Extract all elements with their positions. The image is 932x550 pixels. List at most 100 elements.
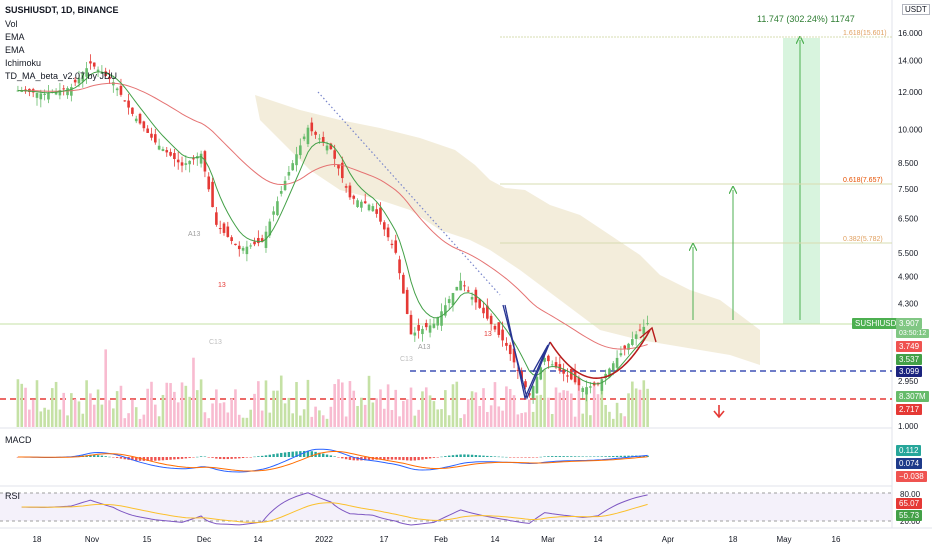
macd-hist-bar <box>459 454 462 457</box>
macd-hist-bar <box>154 457 157 461</box>
macd-hist-bar <box>604 456 607 457</box>
candle-body <box>257 237 260 244</box>
indicator-legend[interactable]: Ichimoku <box>5 58 42 68</box>
indicator-legend[interactable]: TD_MA_beta_v2.07 by JDU <box>5 71 118 81</box>
macd-hist-bar <box>615 455 619 457</box>
volume-bar <box>341 382 344 427</box>
candle-body <box>398 259 401 274</box>
macd-hist-bar <box>161 457 165 461</box>
volume-bar <box>321 415 325 427</box>
time-axis[interactable]: 18 Nov 15 Dec 14 2022 17 Feb 14 Mar 14 Apr 18 May 16 <box>33 535 841 544</box>
price-axis[interactable]: 16.000 14.000 12.000 10.000 8.500 7.500 6.500 5… <box>898 29 923 431</box>
macd-hist-bar <box>295 451 298 457</box>
candle-body <box>631 339 634 345</box>
volume-bar <box>493 382 497 427</box>
candle-body <box>382 222 386 230</box>
macd-hist-bar <box>600 456 604 457</box>
candle-body <box>528 393 531 396</box>
volume-bar <box>402 400 405 427</box>
candle-body <box>165 150 169 153</box>
macd-hist-bar <box>612 456 615 457</box>
volume-bar <box>356 405 359 427</box>
macd-hist-bar <box>394 457 397 460</box>
symbol-legend[interactable]: SUSHIUSDT, 1D, BINANCE <box>5 5 119 15</box>
candle-body <box>241 247 245 251</box>
candle-body <box>226 226 230 237</box>
volume-bar <box>62 392 66 427</box>
volume-bar <box>104 349 107 427</box>
macd-hist-bar <box>131 457 134 461</box>
macd-hist-bar <box>344 457 348 460</box>
volume-bar <box>28 409 31 427</box>
macd-hist-bar <box>367 457 371 461</box>
macd-hist-bar <box>104 456 107 457</box>
macd-hist-bar <box>257 456 260 457</box>
volume-bar <box>558 392 562 427</box>
candle-body <box>222 223 226 233</box>
volume-bar <box>115 391 119 427</box>
price-tick-label: 2.950 <box>898 377 919 386</box>
candle-body <box>253 241 256 245</box>
volume-bar <box>176 402 180 427</box>
candle-body <box>444 305 447 316</box>
candle-body <box>108 76 111 80</box>
volume-bar <box>77 401 81 427</box>
candle-body <box>569 368 573 380</box>
volume-bar <box>642 380 646 427</box>
candle-body <box>623 345 627 349</box>
macd-hist-bar <box>245 457 249 458</box>
candle-body <box>489 315 493 325</box>
macd-hist-bar <box>280 452 283 457</box>
indicator-legend[interactable]: EMA <box>5 32 25 42</box>
indicator-legend[interactable]: EMA <box>5 45 25 55</box>
ema-red-tag: 3.749 <box>896 341 923 352</box>
trendline-dotted <box>317 91 501 296</box>
macd-hist-bar <box>268 454 271 457</box>
volume-bar <box>272 390 275 427</box>
macd-hist-bar <box>306 450 310 457</box>
volume-bar <box>58 409 62 427</box>
currency-label[interactable]: USDT <box>902 4 930 15</box>
time-tick-label: Mar <box>541 535 555 544</box>
candle-body <box>562 369 565 374</box>
candle-body <box>161 149 165 152</box>
macd-hist-bar <box>226 457 230 460</box>
volume-bar <box>173 391 176 427</box>
volume-bar <box>424 387 428 427</box>
candle-body <box>478 299 481 308</box>
volume-bar <box>226 412 230 427</box>
macd-hist-bar <box>253 456 256 458</box>
price-tick-label: 12.000 <box>898 88 923 97</box>
macd-hist-bar <box>413 457 417 461</box>
candle-body <box>436 317 440 326</box>
candle-body <box>157 145 161 150</box>
td-label: C13 <box>209 339 222 346</box>
candle-body <box>333 150 336 159</box>
time-tick-label: 2022 <box>315 535 333 544</box>
macd-hist-bar <box>203 456 207 458</box>
candle-body <box>176 159 180 163</box>
volume-bar <box>119 385 123 427</box>
volume-bar <box>409 387 413 427</box>
macd-hist-bar <box>425 457 428 460</box>
volume-bar <box>360 397 363 427</box>
candle-body <box>619 353 623 356</box>
indicator-legend[interactable]: Vol <box>5 19 18 29</box>
macd-hist-bar <box>207 457 210 458</box>
candle-body <box>554 362 558 368</box>
volume-bar <box>112 408 115 427</box>
volume-bar <box>516 414 520 427</box>
candle-body <box>352 195 356 199</box>
macd-hist-bar <box>283 452 287 457</box>
candle-body <box>638 329 642 331</box>
macd-hist-bar <box>352 457 355 461</box>
candle-body <box>96 69 100 72</box>
candle-body <box>92 62 96 67</box>
rsi-ma-tag: 55.73 <box>896 510 923 521</box>
candle-body <box>409 314 413 335</box>
candle-body <box>424 322 428 328</box>
candle-body <box>413 332 417 336</box>
volume-bar <box>398 416 401 427</box>
macd-hist-bar <box>405 457 409 461</box>
